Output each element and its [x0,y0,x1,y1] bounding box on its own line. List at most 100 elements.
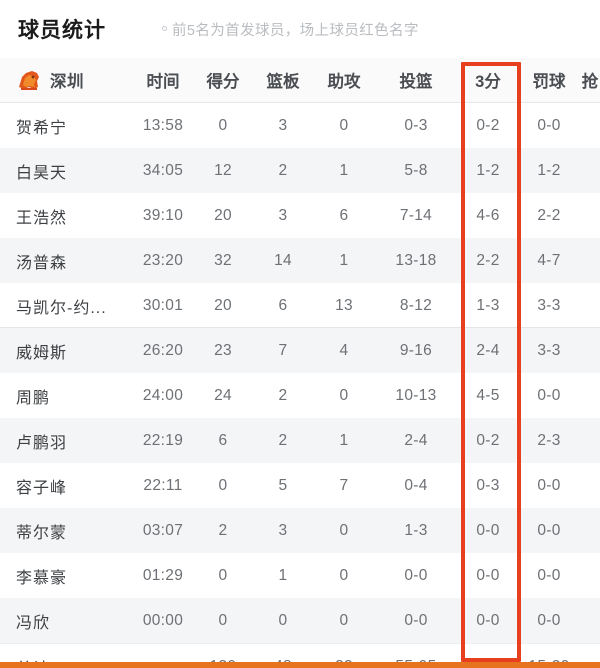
column-header-minutes[interactable]: 时间 [132,58,194,103]
stat-cell-ft: 0-0 [518,102,580,148]
player-stats-table: 深圳 时间 得分 篮板 助攻 投篮 3分 罚球 抢 贺希宁 13:58 0 3 0 0-3… [0,58,600,668]
column-header-team[interactable]: 深圳 [0,58,132,103]
player-name-cell[interactable]: 贺希宁 [0,102,132,148]
stat-cell-reb: 5 [252,463,314,508]
player-name-cell[interactable]: 马凯尔-约... [0,283,132,328]
stat-cell-reb: 7 [252,328,314,373]
stat-cell-reb: 6 [252,283,314,328]
stat-cell-tp: 1-3 [458,283,518,328]
header-note-text: 前5名为首发球员，场上球员红色名字 [172,22,419,39]
stat-cell-ft: 0-0 [518,553,580,598]
stat-cell-min: 22:19 [132,418,194,463]
stat-cell-fg: 0-0 [374,553,458,598]
stat-cell-ast: 0 [314,553,374,598]
stat-cell-ft: 3-3 [518,283,580,328]
stat-cell-tp: 4-5 [458,373,518,418]
stat-cell-extra [580,553,600,598]
bottom-accent-bar [0,662,600,668]
column-header-field-goals[interactable]: 投篮 [374,58,458,103]
stat-cell-extra [580,373,600,418]
table-row[interactable]: 汤普森 23:20 32 14 1 13-18 2-2 4-7 [0,238,600,283]
stat-cell-ft: 3-3 [518,328,580,373]
player-name-cell[interactable]: 卢鹏羽 [0,418,132,463]
stat-cell-ft: 1-2 [518,148,580,193]
stat-cell-fg: 7-14 [374,193,458,238]
table-row[interactable]: 白昊天 34:05 12 2 1 5-8 1-2 1-2 [0,148,600,193]
stat-cell-ft: 4-7 [518,238,580,283]
stat-cell-fg: 10-13 [374,373,458,418]
column-header-three-pointers[interactable]: 3分 [458,58,518,103]
stat-cell-ast: 0 [314,508,374,553]
stat-cell-extra [580,328,600,373]
stat-cell-ft: 2-3 [518,418,580,463]
table-row[interactable]: 周鹏 24:00 24 2 0 10-13 4-5 0-0 [0,373,600,418]
table-row[interactable]: 李慕豪 01:29 0 1 0 0-0 0-0 0-0 [0,553,600,598]
player-name-cell[interactable]: 冯欣 [0,598,132,644]
stat-cell-ast: 1 [314,238,374,283]
stat-cell-ast: 0 [314,373,374,418]
page-header: 球员统计 前5名为首发球员，场上球员红色名字 [0,0,600,58]
player-name-cell[interactable]: 周鹏 [0,373,132,418]
table-row[interactable]: 马凯尔-约... 30:01 20 6 13 8-12 1-3 3-3 [0,283,600,328]
table-row[interactable]: 卢鹏羽 22:19 6 2 1 2-4 0-2 2-3 [0,418,600,463]
stat-cell-tp: 0-2 [458,418,518,463]
stat-cell-tp: 1-2 [458,148,518,193]
player-name-cell[interactable]: 王浩然 [0,193,132,238]
stat-cell-fg: 0-3 [374,102,458,148]
stat-cell-pts: 24 [194,373,252,418]
stat-cell-pts: 23 [194,328,252,373]
stat-cell-reb: 2 [252,373,314,418]
player-name-cell[interactable]: 白昊天 [0,148,132,193]
stat-cell-ast: 4 [314,328,374,373]
player-name-cell[interactable]: 威姆斯 [0,328,132,373]
stat-cell-ast: 0 [314,102,374,148]
column-header-points[interactable]: 得分 [194,58,252,103]
stat-cell-pts: 32 [194,238,252,283]
stat-cell-ast: 13 [314,283,374,328]
stat-cell-extra [580,148,600,193]
stat-cell-reb: 14 [252,238,314,283]
table-row[interactable]: 贺希宁 13:58 0 3 0 0-3 0-2 0-0 [0,102,600,148]
table-body: 贺希宁 13:58 0 3 0 0-3 0-2 0-0 白昊天 34:05 12 2 1 5-8 1-2 1-… [0,102,600,668]
stat-cell-extra [580,418,600,463]
stat-cell-pts: 2 [194,508,252,553]
stat-cell-fg: 1-3 [374,508,458,553]
table-row[interactable]: 冯欣 00:00 0 0 0 0-0 0-0 0-0 [0,598,600,644]
stat-cell-extra [580,463,600,508]
stat-cell-min: 30:01 [132,283,194,328]
stat-cell-extra [580,102,600,148]
table-row[interactable]: 威姆斯 26:20 23 7 4 9-16 2-4 3-3 [0,328,600,373]
stat-cell-tp: 0-2 [458,102,518,148]
column-header-steals-truncated[interactable]: 抢 [580,58,600,103]
stat-cell-fg: 2-4 [374,418,458,463]
stat-cell-min: 26:20 [132,328,194,373]
column-header-free-throws[interactable]: 罚球 [518,58,580,103]
stat-cell-fg: 9-16 [374,328,458,373]
table-row[interactable]: 蒂尔蒙 03:07 2 3 0 1-3 0-0 0-0 [0,508,600,553]
stat-cell-ft: 0-0 [518,598,580,644]
stat-cell-tp: 0-3 [458,463,518,508]
stat-cell-reb: 2 [252,148,314,193]
stat-cell-extra [580,598,600,644]
stat-cell-ft: 2-2 [518,193,580,238]
stat-cell-ast: 1 [314,418,374,463]
stat-cell-reb: 3 [252,102,314,148]
table-row[interactable]: 王浩然 39:10 20 3 6 7-14 4-6 2-2 [0,193,600,238]
player-name-cell[interactable]: 李慕豪 [0,553,132,598]
column-header-assists[interactable]: 助攻 [314,58,374,103]
stat-cell-ast: 6 [314,193,374,238]
table-row[interactable]: 容子峰 22:11 0 5 7 0-4 0-3 0-0 [0,463,600,508]
stat-cell-extra [580,238,600,283]
stat-cell-fg: 13-18 [374,238,458,283]
player-name-cell[interactable]: 容子峰 [0,463,132,508]
player-name-cell[interactable]: 蒂尔蒙 [0,508,132,553]
stat-cell-pts: 20 [194,193,252,238]
player-name-cell[interactable]: 汤普森 [0,238,132,283]
stat-cell-fg: 0-0 [374,598,458,644]
stat-cell-ft: 0-0 [518,373,580,418]
stat-cell-reb: 2 [252,418,314,463]
stat-cell-reb: 3 [252,193,314,238]
stat-cell-min: 01:29 [132,553,194,598]
page-title: 球员统计 [18,19,106,42]
column-header-rebounds[interactable]: 篮板 [252,58,314,103]
